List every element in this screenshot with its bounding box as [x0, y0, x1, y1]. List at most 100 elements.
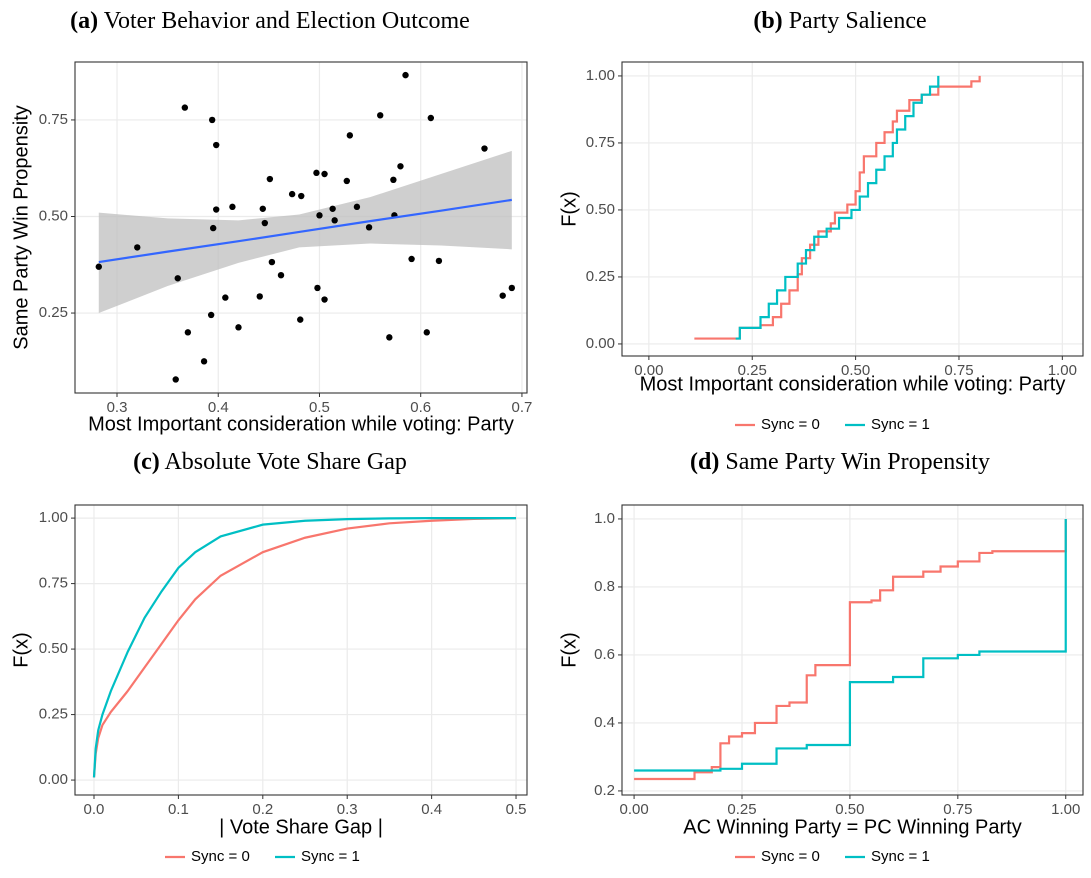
legend-label: Sync = 0	[191, 848, 250, 865]
y-tick-label: 0.8	[594, 578, 615, 595]
point	[397, 163, 404, 170]
point	[134, 244, 141, 251]
point	[408, 255, 415, 263]
y-tick-label: 0.75	[39, 575, 68, 592]
x-tick-label: 0.1	[168, 801, 189, 818]
y-axis-label: F(x)	[10, 632, 32, 668]
ecdf-line	[634, 518, 1067, 781]
point	[229, 203, 236, 211]
x-tick-label: 0.25	[727, 801, 756, 818]
point	[346, 132, 354, 139]
y-axis-label: F(x)	[558, 191, 580, 227]
point	[435, 257, 443, 265]
panel-border	[74, 504, 528, 796]
legend-label: Sync = 1	[871, 848, 930, 865]
x-axis-label: AC Winning Party = PC Winning Party	[683, 816, 1021, 838]
point	[95, 263, 102, 270]
x-axis-label: | Vote Share Gap |	[219, 816, 383, 838]
y-tick-label: 0.6	[594, 646, 615, 663]
x-axis-label: Most Important consideration while votin…	[88, 413, 514, 435]
y-tick-label: 0.4	[594, 714, 615, 731]
y-tick-label: 0.2	[594, 782, 615, 799]
x-axis-label: Most Important consideration while votin…	[640, 373, 1066, 395]
line	[92, 516, 517, 778]
point	[321, 296, 328, 303]
x-tick-label: 1.00	[1051, 801, 1080, 818]
title-text: Absolute Vote Share Gap	[164, 449, 406, 475]
panel-label: (a)	[70, 8, 98, 34]
point	[321, 170, 328, 178]
y-tick-label: 1.00	[39, 509, 68, 526]
y-tick-label: 0.25	[586, 268, 615, 285]
point	[208, 116, 216, 124]
point	[259, 205, 266, 212]
point	[499, 292, 506, 299]
x-tick-label: 0.5	[506, 801, 527, 818]
point	[402, 71, 409, 79]
panel-border	[621, 504, 1084, 796]
line	[92, 516, 517, 778]
x-tick-label: 0.4	[421, 801, 442, 818]
title-text: Party Salience	[789, 8, 927, 34]
point	[261, 219, 269, 227]
point	[314, 284, 321, 292]
point	[313, 169, 320, 177]
legend-label: Sync = 1	[871, 416, 930, 433]
point	[213, 206, 220, 213]
fit-line	[98, 198, 512, 264]
y-tick-label: 0.50	[39, 207, 68, 224]
point	[277, 271, 285, 279]
panel-label: (d)	[690, 449, 719, 475]
ecdf-line	[634, 518, 1067, 772]
panel-border	[621, 61, 1084, 357]
y-tick-label: 0.25	[39, 706, 68, 723]
x-tick-label: 0.25	[738, 362, 767, 379]
x-tick-label: 0.4	[208, 399, 229, 416]
point	[200, 358, 208, 365]
x-tick-label: 0.5	[309, 399, 330, 416]
x-tick-label: 0.3	[107, 399, 128, 416]
x-tick-label: 0.2	[252, 801, 273, 818]
panel-label: (b)	[753, 8, 782, 34]
x-tick-label: 1.00	[1048, 362, 1077, 379]
y-tick-label: 1.0	[594, 510, 615, 527]
x-tick-label: 0.00	[619, 801, 648, 818]
ecdf-line	[694, 75, 981, 340]
point	[331, 217, 338, 224]
point	[481, 145, 488, 152]
legend-label: Sync = 1	[301, 848, 360, 865]
x-tick-label: 0.3	[337, 801, 358, 818]
point	[222, 294, 229, 301]
ecdf-line	[735, 75, 940, 340]
point	[386, 334, 393, 341]
point	[377, 112, 384, 119]
y-tick-label: 0.00	[39, 771, 68, 788]
x-tick-label: 0.50	[841, 362, 870, 379]
point	[213, 141, 220, 149]
x-tick-label: 0.00	[634, 362, 663, 379]
point	[172, 376, 179, 383]
x-tick-label: 0.50	[835, 801, 864, 818]
panel-title: (b) Party Salience	[753, 8, 926, 34]
panel-title: (d) Same Party Win Propensity	[690, 449, 990, 475]
x-tick-label: 0.0	[84, 801, 105, 818]
legend-label: Sync = 0	[761, 848, 820, 865]
point	[423, 329, 430, 336]
point	[353, 203, 361, 211]
y-tick-label: 1.00	[586, 67, 615, 84]
y-tick-label: 0.00	[586, 335, 615, 352]
point	[235, 324, 242, 331]
x-tick-label: 0.6	[410, 399, 431, 416]
y-axis-label: F(x)	[558, 632, 580, 668]
point	[256, 293, 263, 300]
panel-border	[74, 61, 528, 394]
x-tick-label: 0.75	[944, 362, 973, 379]
point	[329, 205, 336, 212]
point	[343, 177, 351, 185]
x-tick-label: 0.7	[512, 399, 533, 416]
panel-title: (c) Absolute Vote Share Gap	[133, 449, 407, 475]
point	[209, 224, 217, 232]
y-tick-label: 0.25	[39, 304, 68, 321]
y-tick-label: 0.50	[39, 640, 68, 657]
